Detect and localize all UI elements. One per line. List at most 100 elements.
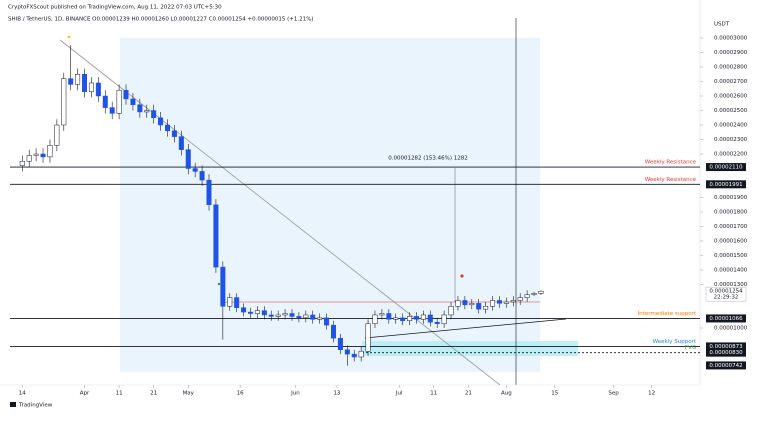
last-price-label: 0.00001254 <box>709 289 743 295</box>
y-tick-label: 0.00001400 <box>714 268 748 274</box>
candle-body <box>496 300 502 304</box>
level-price-box <box>706 342 746 351</box>
candle-body <box>123 89 129 100</box>
y-tick-label: 0.00002900 <box>714 50 748 56</box>
candle-body <box>33 153 39 156</box>
y-tick-label: 0.00002500 <box>714 108 748 114</box>
x-tick-label: Apr <box>80 391 90 397</box>
candle-body <box>137 104 143 113</box>
candle-body <box>109 107 115 114</box>
y-tick-label: 0.00001700 <box>714 224 748 230</box>
level-price-box <box>706 314 746 323</box>
candle-body <box>462 300 468 306</box>
candle-body <box>130 98 136 105</box>
level-annotation: Weekly Resistance <box>645 160 697 166</box>
candle-body <box>503 301 509 304</box>
level-price-label: 0.00001066 <box>709 316 743 322</box>
rising-support <box>364 318 567 339</box>
level-price-label: 0.00000873 <box>709 344 743 350</box>
candle-body <box>531 293 537 295</box>
x-tick-label: 14 <box>19 391 26 397</box>
y-tick-label: 0.00001900 <box>714 195 748 201</box>
candle-body <box>227 297 233 307</box>
level-annotation: FVG <box>685 345 696 351</box>
y-tick-label: 0.00001800 <box>714 210 748 216</box>
candle-body <box>47 145 53 158</box>
candle-body <box>469 303 475 306</box>
candle-body <box>441 314 447 324</box>
candle-body <box>206 179 212 206</box>
last-price-box <box>705 286 747 302</box>
logo <box>10 402 16 407</box>
candle-body <box>68 78 74 85</box>
candle-body <box>296 316 302 319</box>
y-tick-label: 0.00002700 <box>714 79 748 85</box>
candle-body <box>455 300 461 307</box>
candle-body <box>234 297 240 308</box>
alert-dot <box>217 282 221 286</box>
x-tick-label: Sep <box>608 391 619 397</box>
candle-body <box>213 204 219 268</box>
candle-body <box>420 314 426 320</box>
candle-body <box>413 316 419 320</box>
x-tick-label: Aug <box>501 391 512 397</box>
candle-body <box>82 74 88 92</box>
support-zone <box>362 341 578 356</box>
measure-label: 0.00001282 (153.46%) 1282 <box>388 156 468 162</box>
x-tick-label: Jul <box>395 391 403 397</box>
x-tick-label: 15 <box>551 391 558 397</box>
candle-body <box>365 323 371 352</box>
level-price-box <box>706 163 746 172</box>
alert-dot <box>67 35 71 39</box>
candle-body <box>303 314 309 319</box>
candle-body <box>144 110 150 113</box>
candle-body <box>483 306 489 310</box>
y-tick-label: 0.00001000 <box>714 326 748 332</box>
candle-body <box>102 95 108 108</box>
x-tick-label: 21 <box>465 391 472 397</box>
candle-body <box>254 310 260 314</box>
candle-body <box>171 130 177 137</box>
y-tick-label: 0.00002400 <box>714 123 748 129</box>
level-price-box <box>706 180 746 189</box>
x-tick-label: 13 <box>333 391 340 397</box>
candle-body <box>40 153 46 158</box>
footer: TradingView <box>18 403 53 409</box>
x-tick-label: May <box>183 391 195 397</box>
candle-body <box>337 337 343 351</box>
candle-body <box>88 82 94 92</box>
candle-body <box>434 321 440 324</box>
candle-body <box>490 300 496 307</box>
candle-body <box>407 316 413 322</box>
level-price-label: 0.00001991 <box>709 182 742 188</box>
candle-body <box>448 306 454 316</box>
candle-body <box>351 353 357 358</box>
candle-body <box>289 313 295 317</box>
candle-body <box>261 310 267 316</box>
candle-body <box>517 297 523 301</box>
candle-body <box>344 349 350 355</box>
x-tick-label: 12 <box>648 391 655 397</box>
candle-body <box>220 266 226 307</box>
candle-body <box>248 311 253 314</box>
y-tick-label: 0.00002300 <box>714 137 748 143</box>
candle-body <box>358 350 364 358</box>
y-tick-label: 0.00003000 <box>714 36 748 42</box>
candle-body <box>538 290 544 294</box>
y-tick-label: 0.00002800 <box>714 65 748 71</box>
y-tick-label: 0.00002600 <box>714 94 748 100</box>
x-tick-label: 21 <box>150 391 157 397</box>
candle-body <box>151 110 157 119</box>
candle-body <box>400 317 406 322</box>
candle-body <box>54 124 60 146</box>
candle-body <box>310 314 316 320</box>
candle-body <box>241 307 247 313</box>
x-tick-label: Jun <box>290 391 300 397</box>
y-tick-label: 0.00001600 <box>714 239 748 245</box>
level-price-label: 0.00000830 <box>709 350 743 356</box>
level-annotation: Weekly Resistance <box>645 177 697 183</box>
chart-title: SHIB / TetherUS, 1D, BINANCE O0.00001239… <box>8 17 313 23</box>
candle-body <box>393 317 399 320</box>
candle-body <box>75 74 81 85</box>
currency: USDT <box>714 22 730 28</box>
